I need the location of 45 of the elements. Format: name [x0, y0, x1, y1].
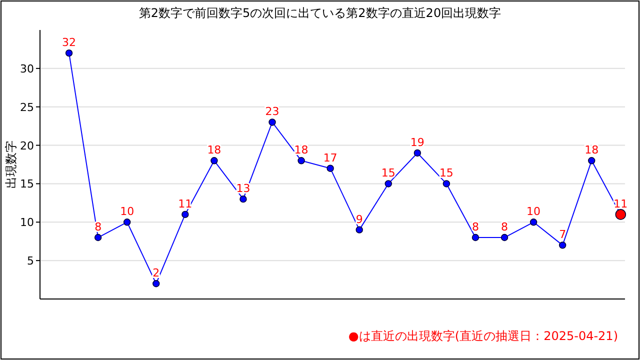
data-label: 32 — [62, 36, 76, 50]
point — [500, 234, 508, 242]
point — [558, 242, 566, 249]
data-label: 23 — [265, 105, 280, 118]
data-label: 18 — [584, 144, 599, 157]
point — [530, 218, 538, 226]
data-label: 10 — [526, 205, 541, 218]
data-label: 19 — [410, 136, 424, 149]
point — [384, 180, 392, 188]
data-label: 2 — [152, 266, 160, 280]
point — [414, 149, 422, 157]
y-tick-label: 25 — [20, 100, 34, 114]
point — [182, 210, 189, 218]
data-label: 10 — [120, 205, 134, 218]
point — [298, 157, 305, 164]
y-axis-title: 出現数字 — [4, 140, 18, 188]
point — [356, 226, 363, 234]
point — [588, 157, 596, 164]
data-label: 15 — [439, 166, 454, 180]
y-tick-label: 10 — [20, 216, 34, 230]
point — [152, 280, 160, 288]
y-tick-label: 30 — [20, 62, 34, 76]
y-tick-label: 15 — [20, 178, 34, 191]
data-label: 17 — [323, 151, 338, 164]
data-label: 8 — [472, 220, 479, 234]
point — [94, 234, 102, 242]
y-tick-label: 20 — [20, 139, 34, 152]
point — [210, 157, 218, 164]
y-tick-label: 5 — [27, 254, 34, 268]
data-label: 8 — [501, 220, 508, 234]
chart-title: 第2数字で前回数字5の次回に出ている第2数字の直近20回出現数字 — [138, 6, 502, 20]
point — [65, 49, 73, 57]
point — [240, 195, 247, 203]
point — [442, 180, 450, 188]
data-label: 18 — [207, 144, 222, 157]
data-label: 9 — [356, 212, 363, 226]
point — [326, 164, 334, 172]
data-label: 18 — [294, 144, 308, 157]
point — [472, 234, 480, 242]
data-label: 11 — [614, 197, 628, 210]
data-label: 7 — [559, 228, 566, 242]
data-label: 15 — [381, 166, 396, 180]
point — [268, 118, 276, 126]
text: ●は直近の出現数字(直近の抽選日：2025-04-21) — [348, 329, 618, 343]
point — [123, 218, 131, 226]
